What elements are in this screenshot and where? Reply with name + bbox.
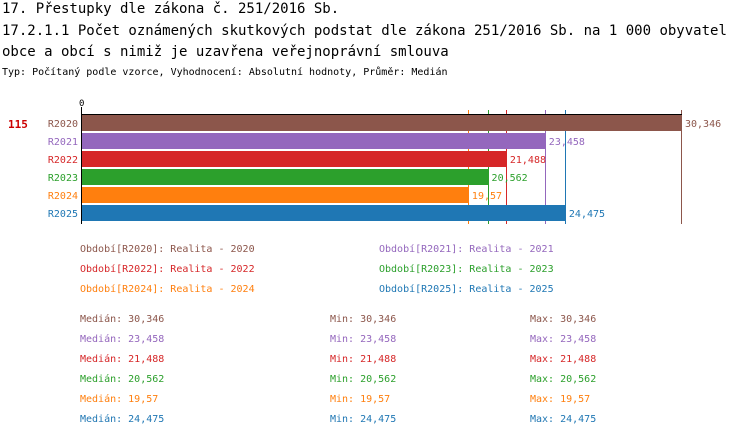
value-label-r2025: 24,475 [569,209,605,220]
stat-max-r2021: Max: 23,458 [530,334,596,346]
stat-max-r2023: Max: 20,562 [530,374,596,386]
bar-r2023 [82,169,489,185]
value-label-r2023: 20,562 [492,173,528,184]
stat-median-r2021: Medián: 23,458 [80,334,164,346]
value-label-r2020: 30,346 [685,119,721,130]
stat-min-r2024: Min: 19,57 [330,394,390,406]
stat-min-r2023: Min: 20,562 [330,374,396,386]
rank-label: 115 [8,118,28,131]
axis-zero-label: 0 [79,99,84,109]
stat-min-r2020: Min: 30,346 [330,314,396,326]
category-label-r2025: R2025 [48,209,78,220]
bar-r2025 [82,205,566,221]
bar-r2022 [82,151,507,167]
category-label-r2020: R2020 [48,119,78,130]
stat-max-r2020: Max: 30,346 [530,314,596,326]
stat-median-r2022: Medián: 21,488 [80,354,164,366]
value-label-r2021: 23,458 [549,137,585,148]
stat-max-r2024: Max: 19,57 [530,394,590,406]
legend-item-r2022: Období[R2022]: Realita - 2022 [80,264,255,276]
stat-median-r2024: Medián: 19,57 [80,394,158,406]
value-label-r2024: 19,57 [472,191,502,202]
category-label-r2024: R2024 [48,191,78,202]
legend-item-r2021: Období[R2021]: Realita - 2021 [379,244,554,256]
category-label-r2022: R2022 [48,155,78,166]
value-label-r2022: 21,488 [510,155,546,166]
category-label-r2023: R2023 [48,173,78,184]
bar-r2021 [82,133,546,149]
legend-item-r2024: Období[R2024]: Realita - 2024 [80,284,255,296]
bar-r2020 [82,115,682,131]
stat-median-r2023: Medián: 20,562 [80,374,164,386]
stat-min-r2021: Min: 23,458 [330,334,396,346]
stat-min-r2025: Min: 24,475 [330,414,396,426]
stat-median-r2020: Medián: 30,346 [80,314,164,326]
bar-chart: 0 115 R2020 30,346 R2021 23,458 R2022 21,488 R20… [0,0,750,438]
stat-median-r2025: Medián: 24,475 [80,414,164,426]
bar-r2024 [82,187,469,203]
stat-max-r2022: Max: 21,488 [530,354,596,366]
legend-item-r2025: Období[R2025]: Realita - 2025 [379,284,554,296]
category-label-r2021: R2021 [48,137,78,148]
legend-item-r2020: Období[R2020]: Realita - 2020 [80,244,255,256]
legend-item-r2023: Období[R2023]: Realita - 2023 [379,264,554,276]
stat-min-r2022: Min: 21,488 [330,354,396,366]
stat-max-r2025: Max: 24,475 [530,414,596,426]
